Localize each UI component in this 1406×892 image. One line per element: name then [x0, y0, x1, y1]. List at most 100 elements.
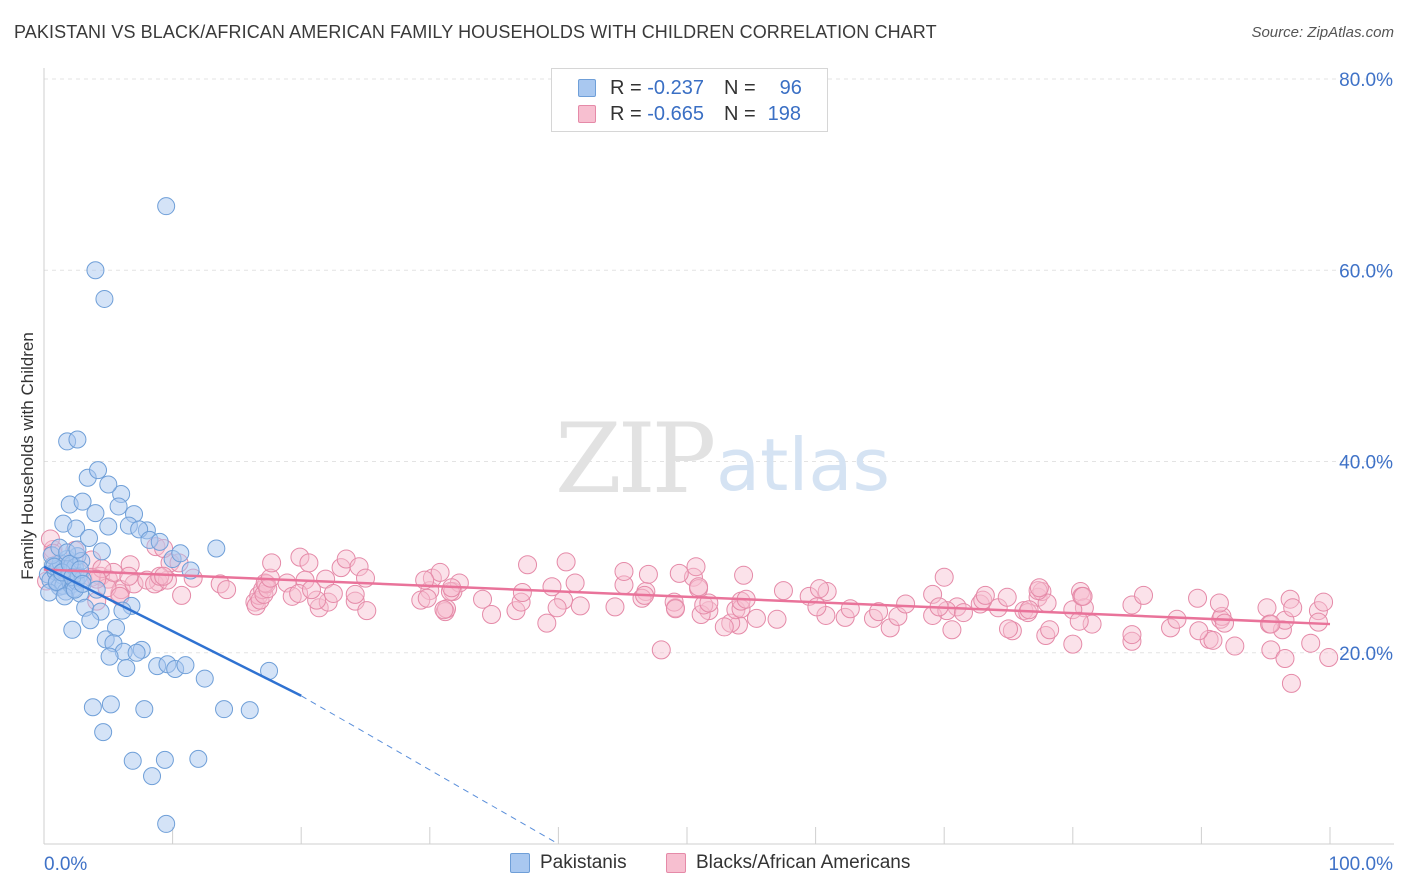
point-blacks [1261, 614, 1281, 634]
point-blacks [1209, 593, 1229, 613]
point-pakistanis [109, 497, 128, 516]
point-pakistanis [189, 749, 208, 768]
point-blacks [1301, 633, 1321, 653]
point-pakistanis [207, 539, 226, 558]
point-blacks [154, 566, 174, 586]
legend-r-value: -0.665 [647, 102, 704, 125]
point-blacks [773, 581, 793, 601]
point-blacks [638, 564, 658, 584]
x-tick-label: 100.0% [1329, 854, 1394, 875]
point-blacks [746, 608, 766, 628]
point-blacks [1261, 640, 1281, 660]
point-pakistanis [127, 643, 146, 662]
point-blacks [357, 601, 377, 621]
point-blacks [1029, 578, 1049, 598]
legend-r-value: -0.237 [647, 76, 704, 99]
point-blacks [1122, 625, 1142, 645]
point-blacks [542, 577, 562, 597]
point-pakistanis [100, 647, 119, 666]
point-blacks [614, 561, 634, 581]
point-blacks [290, 547, 310, 567]
legend-n-value: 198 [767, 102, 802, 125]
point-blacks [817, 582, 837, 602]
legend-n-label: N = [723, 76, 756, 99]
point-pakistanis [73, 492, 92, 511]
point-blacks [728, 615, 748, 635]
point-pakistanis [92, 542, 111, 561]
point-blacks [651, 640, 671, 660]
point-blacks [299, 553, 319, 573]
legend-row-blacks: R = -0.665 N = 198 [578, 102, 801, 126]
x-tick-label: 0.0% [44, 854, 87, 875]
point-blacks [809, 579, 829, 599]
point-blacks [537, 613, 557, 633]
point-blacks [767, 609, 787, 629]
point-blacks [301, 580, 321, 600]
point-blacks [518, 555, 538, 575]
legend-swatch-pink [578, 105, 596, 123]
point-blacks [119, 566, 139, 586]
point-blacks [1122, 631, 1142, 651]
watermark-atlas: atlas [716, 423, 890, 507]
point-pakistanis [99, 517, 118, 536]
y-tick-label: 80.0% [1339, 70, 1393, 91]
point-pakistanis [143, 767, 162, 786]
point-blacks [349, 557, 369, 577]
source-credit: Source: ZipAtlas.com [1251, 24, 1394, 41]
point-pakistanis [68, 430, 87, 449]
point-blacks [686, 557, 706, 577]
point-pakistanis [89, 461, 108, 480]
point-blacks [217, 580, 237, 600]
legend-r-label: R = [610, 76, 642, 99]
legend-n-label: N = [723, 102, 756, 125]
point-blacks [289, 583, 309, 603]
point-blacks [172, 585, 192, 605]
legend-row-pakistanis: R = -0.237 N = 96 [578, 76, 802, 100]
point-pakistanis [81, 611, 100, 630]
point-blacks [1063, 634, 1083, 654]
point-blacks [1314, 592, 1334, 612]
point-blacks [556, 552, 576, 572]
point-blacks [934, 567, 954, 587]
point-pakistanis [80, 529, 99, 547]
watermark-zip: ZIP [555, 403, 714, 515]
point-blacks [923, 584, 943, 604]
point-pakistanis [195, 669, 214, 688]
legend-r-label: R = [610, 102, 642, 125]
point-blacks [1019, 600, 1039, 620]
trendline-pakistanis [43, 565, 302, 697]
legend-swatch-blue [578, 79, 596, 97]
point-blacks [547, 598, 567, 618]
point-blacks [880, 618, 900, 638]
point-pakistanis [86, 261, 105, 280]
point-blacks [999, 619, 1018, 639]
point-blacks [1319, 648, 1339, 668]
point-pakistanis [123, 751, 142, 770]
point-blacks [411, 590, 431, 610]
point-blacks [1203, 630, 1223, 650]
point-pakistanis [86, 504, 105, 523]
point-blacks [665, 599, 685, 619]
chart-title: PAKISTANI VS BLACK/AFRICAN AMERICAN FAMI… [14, 22, 937, 42]
point-pakistanis [171, 544, 190, 563]
point-pakistanis [94, 723, 113, 742]
point-blacks [997, 587, 1017, 607]
point-pakistanis [240, 701, 259, 720]
point-blacks [570, 596, 590, 616]
point-blacks [473, 589, 493, 609]
point-blacks [896, 594, 916, 614]
point-pakistanis [99, 475, 118, 494]
bottom-legend-swatch-blue [510, 853, 530, 873]
point-blacks [323, 583, 343, 603]
point-blacks [1188, 588, 1208, 608]
point-blacks [1073, 586, 1093, 606]
point-blacks [953, 603, 973, 623]
stats-legend: R = -0.237 N = 96 R = -0.665 N = 198 [551, 68, 828, 132]
bottom-legend-pakistanis: Pakistanis [510, 852, 627, 874]
point-blacks [1283, 598, 1303, 618]
point-pakistanis [63, 620, 82, 639]
point-pakistanis [157, 814, 176, 833]
trendline-blacks [43, 568, 1331, 626]
point-blacks [1275, 648, 1295, 668]
